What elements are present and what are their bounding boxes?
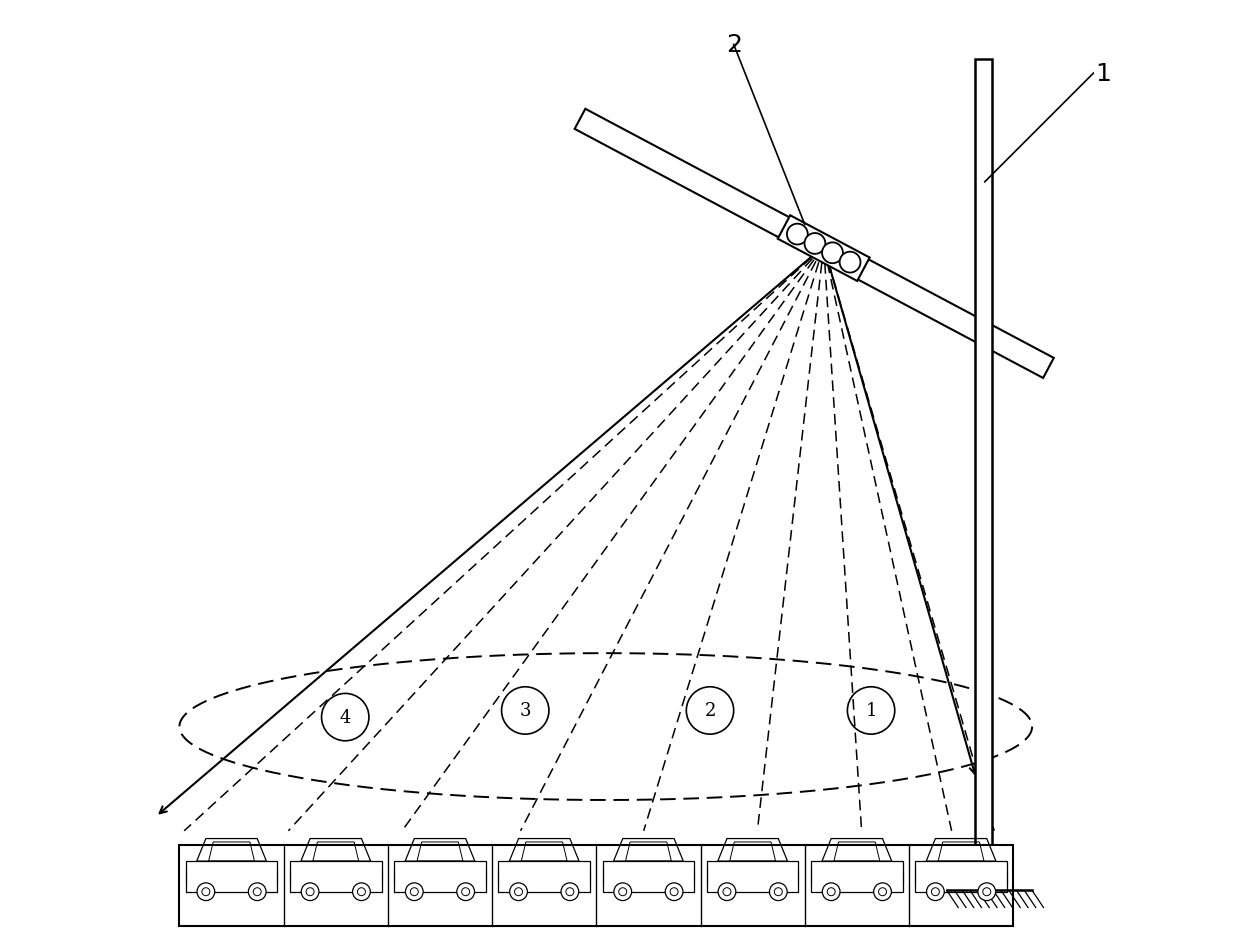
Text: 2: 2 bbox=[704, 702, 715, 720]
Circle shape bbox=[301, 883, 319, 901]
Circle shape bbox=[614, 883, 631, 901]
Text: 3: 3 bbox=[520, 702, 531, 720]
Bar bbox=[394, 862, 486, 892]
Bar bbox=[707, 862, 799, 892]
Circle shape bbox=[822, 883, 839, 901]
Bar bbox=[498, 862, 590, 892]
Bar bbox=[186, 862, 278, 892]
Circle shape bbox=[805, 234, 826, 254]
Circle shape bbox=[456, 883, 475, 901]
Circle shape bbox=[718, 883, 735, 901]
Circle shape bbox=[926, 883, 944, 901]
Circle shape bbox=[787, 225, 807, 246]
Circle shape bbox=[560, 883, 579, 901]
Bar bbox=[290, 862, 382, 892]
Text: 1: 1 bbox=[866, 702, 877, 720]
Text: 1: 1 bbox=[1095, 62, 1111, 86]
Circle shape bbox=[839, 252, 861, 273]
Circle shape bbox=[352, 883, 371, 901]
Circle shape bbox=[874, 883, 892, 901]
Circle shape bbox=[665, 883, 683, 901]
Bar bbox=[603, 862, 694, 892]
Circle shape bbox=[510, 883, 527, 901]
Polygon shape bbox=[180, 845, 1013, 925]
Circle shape bbox=[978, 883, 996, 901]
Circle shape bbox=[822, 243, 843, 264]
Polygon shape bbox=[976, 60, 992, 887]
Polygon shape bbox=[574, 109, 1054, 379]
Bar bbox=[915, 862, 1007, 892]
Bar bbox=[811, 862, 903, 892]
Circle shape bbox=[770, 883, 787, 901]
Text: 2: 2 bbox=[725, 33, 742, 57]
Circle shape bbox=[248, 883, 267, 901]
Circle shape bbox=[405, 883, 423, 901]
Circle shape bbox=[197, 883, 215, 901]
Text: 4: 4 bbox=[340, 708, 351, 726]
Polygon shape bbox=[777, 216, 869, 282]
